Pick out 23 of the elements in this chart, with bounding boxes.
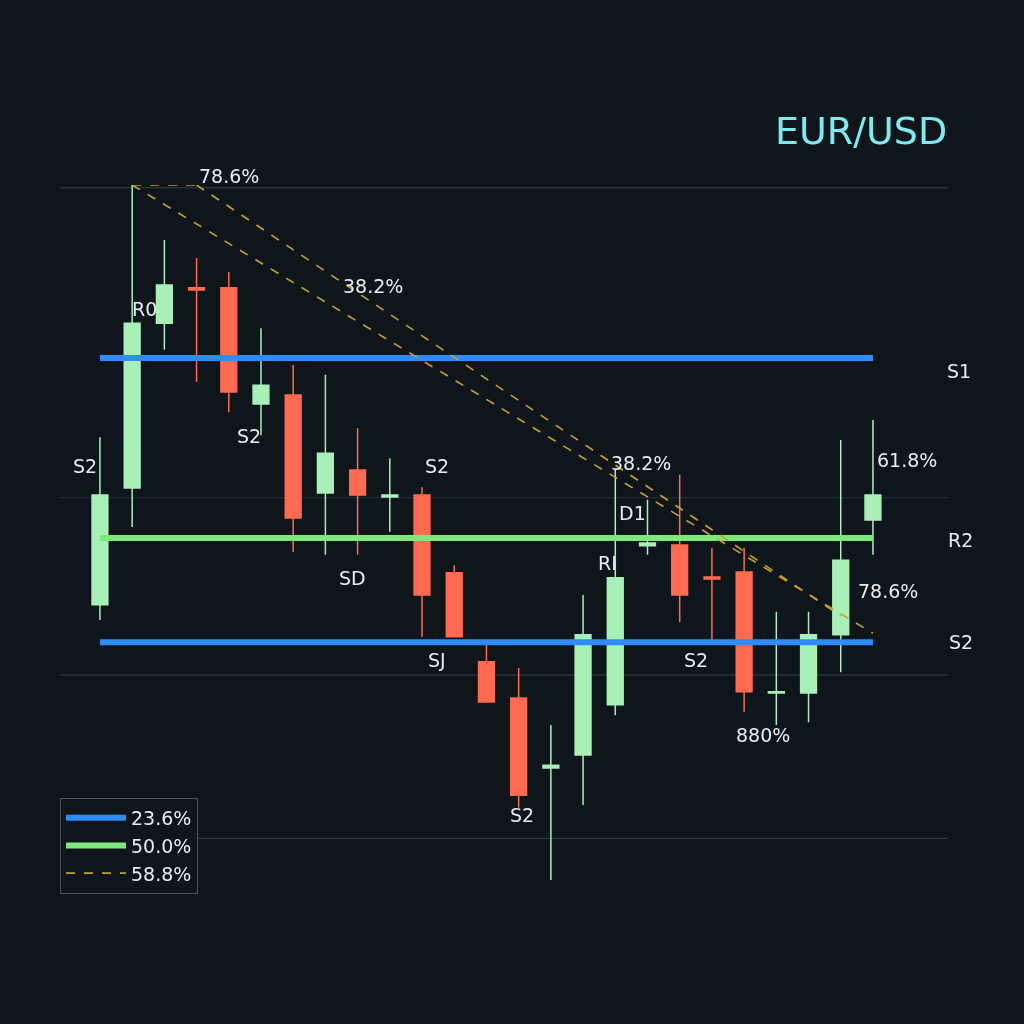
annotation: SD bbox=[339, 567, 366, 589]
annotation: S2 bbox=[73, 455, 98, 477]
annotation: 38.2% bbox=[611, 452, 672, 474]
annotation: S2 bbox=[237, 425, 262, 447]
legend-label: 50.0% bbox=[131, 834, 192, 857]
annotation: R0 bbox=[132, 298, 158, 320]
legend-label: 58.8% bbox=[131, 862, 192, 885]
legend-label: 23.6% bbox=[131, 807, 192, 830]
text: S2 bbox=[949, 631, 974, 653]
annotation: RI bbox=[598, 552, 617, 574]
chart-title: EUR/USD bbox=[774, 109, 948, 154]
annotation: S2 bbox=[510, 804, 535, 826]
text: R2 bbox=[948, 529, 974, 551]
annotation: D1 bbox=[619, 502, 646, 524]
annotation: 880% bbox=[736, 724, 791, 746]
text: S1 bbox=[947, 360, 972, 382]
annotation: 61.8% bbox=[877, 449, 938, 471]
annotation: S2 bbox=[425, 455, 450, 477]
annotation: 38.2% bbox=[343, 275, 404, 297]
annotation: 78.6% bbox=[858, 580, 919, 602]
annotation: 78.6% bbox=[199, 165, 260, 187]
annotation: SJ bbox=[428, 649, 446, 671]
annotation: S2 bbox=[684, 649, 709, 671]
